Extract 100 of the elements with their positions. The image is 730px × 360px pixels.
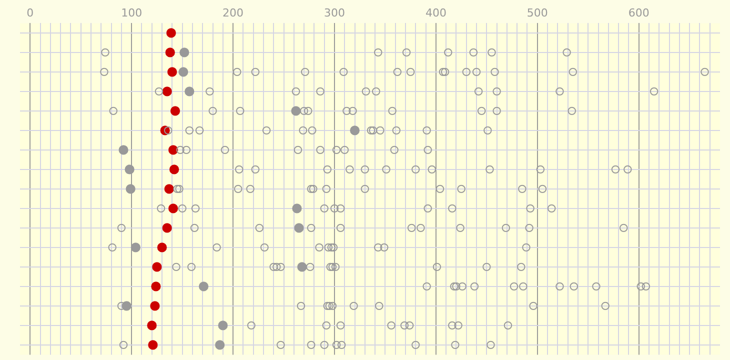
point — [462, 68, 470, 76]
point — [108, 243, 116, 252]
point — [262, 126, 271, 135]
point — [470, 282, 479, 291]
point — [519, 282, 528, 291]
point — [292, 204, 302, 214]
point — [601, 302, 610, 310]
point — [178, 204, 186, 213]
point — [526, 204, 534, 213]
point — [296, 302, 306, 310]
point — [336, 204, 345, 213]
point — [198, 282, 208, 292]
point — [182, 146, 190, 154]
point — [298, 126, 308, 135]
point — [517, 262, 526, 272]
point — [304, 106, 312, 116]
point — [330, 204, 339, 213]
point — [300, 68, 310, 76]
point — [329, 243, 338, 252]
point — [424, 146, 432, 154]
point — [346, 165, 354, 174]
point — [270, 262, 278, 272]
point — [486, 340, 495, 350]
point — [307, 340, 316, 350]
point — [380, 243, 388, 252]
point — [119, 340, 128, 350]
point — [130, 242, 140, 252]
point — [436, 184, 444, 194]
point — [212, 243, 221, 252]
x-tick-label: 400 — [425, 6, 446, 20]
point — [348, 106, 357, 116]
point — [472, 68, 481, 76]
point — [529, 302, 538, 310]
point — [482, 262, 491, 272]
point — [390, 146, 398, 154]
point — [100, 68, 108, 76]
point — [331, 262, 340, 272]
point — [323, 302, 332, 310]
point — [611, 165, 620, 174]
point — [562, 48, 571, 57]
point — [117, 224, 126, 232]
point — [592, 282, 600, 291]
point — [316, 87, 324, 96]
point — [474, 87, 483, 96]
point — [448, 204, 456, 213]
point — [101, 48, 110, 57]
point — [451, 340, 460, 350]
point — [477, 106, 486, 116]
point — [176, 146, 184, 154]
point — [393, 68, 402, 76]
point — [402, 48, 411, 57]
point — [325, 302, 334, 310]
point — [215, 340, 225, 350]
point — [178, 67, 188, 77]
x-tick-label: 500 — [526, 6, 548, 20]
point — [255, 224, 264, 232]
point — [147, 320, 157, 330]
point — [700, 68, 709, 76]
point — [536, 165, 545, 174]
point — [458, 282, 466, 291]
point — [366, 126, 376, 135]
point — [444, 48, 452, 57]
point — [332, 146, 341, 154]
point — [165, 48, 175, 58]
x-tick-label: 0 — [26, 6, 34, 20]
point — [220, 146, 230, 154]
point — [276, 340, 285, 350]
point — [148, 340, 158, 350]
point — [307, 184, 316, 194]
point — [556, 282, 564, 291]
point — [568, 68, 577, 76]
point — [375, 302, 384, 310]
point — [233, 68, 242, 76]
point — [322, 184, 330, 194]
point — [450, 282, 458, 291]
point — [109, 106, 118, 116]
point — [502, 224, 510, 232]
point — [538, 184, 547, 194]
point — [350, 302, 358, 310]
point — [276, 262, 285, 272]
point — [326, 262, 335, 272]
point — [169, 164, 180, 174]
point — [157, 242, 167, 252]
point — [306, 262, 314, 272]
point — [416, 224, 425, 232]
point — [172, 262, 180, 272]
point — [167, 67, 177, 77]
point — [376, 126, 384, 135]
point — [337, 340, 346, 350]
point — [428, 165, 436, 174]
point — [195, 126, 204, 135]
point — [440, 68, 450, 76]
point — [374, 48, 382, 57]
point — [187, 262, 196, 272]
point — [191, 204, 200, 213]
point — [308, 126, 316, 135]
point — [175, 184, 184, 194]
point — [457, 184, 466, 194]
point — [392, 126, 400, 135]
point — [336, 224, 345, 232]
